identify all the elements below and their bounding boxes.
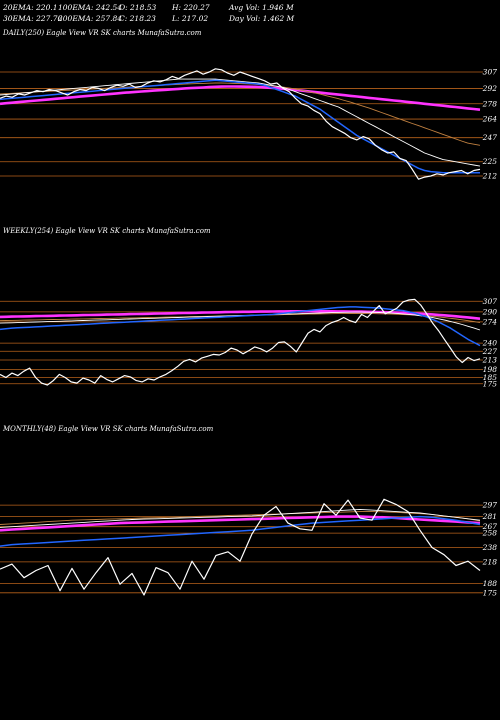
header-low: L: 217.02	[171, 14, 208, 23]
monthly-tick-label: 281	[482, 512, 497, 521]
monthly-ema-brown-line	[0, 511, 481, 525]
header-avg-vol: Avg Vol: 1.946 M	[228, 3, 294, 12]
monthly-ema-white-line	[0, 508, 481, 528]
weekly-tick-label: 307	[483, 297, 498, 306]
weekly-ema-fast-line	[0, 306, 481, 347]
weekly-tick-label: 227	[482, 347, 498, 356]
header-open: O: 218.53	[119, 3, 157, 12]
daily-title: DAILY(250) Eagle View VR SK charts Munaf…	[2, 29, 202, 37]
weekly-tick-label: 274	[482, 317, 498, 326]
monthly-tick-label: 267	[482, 522, 498, 531]
daily-tick-label: 247	[482, 133, 498, 142]
weekly-price-line	[0, 298, 481, 386]
monthly-tick-label: 175	[483, 588, 498, 597]
daily-tick-label: 212	[482, 171, 498, 180]
chart-panels: DAILY(250) Eagle View VR SK charts Munaf…	[0, 29, 497, 597]
daily-tick-label: 264	[482, 115, 498, 124]
weekly-tick-label: 175	[483, 379, 498, 388]
header-close: C: 218.23	[119, 14, 156, 23]
daily-tick-label: 307	[483, 68, 498, 77]
daily-panel: DAILY(250) Eagle View VR SK charts Munaf…	[0, 29, 497, 180]
daily-ema-fast-line	[0, 79, 480, 174]
monthly-ema-fast-line	[0, 515, 481, 547]
daily-ema-slow-line	[0, 85, 481, 111]
daily-tick-label: 292	[482, 84, 498, 93]
monthly-tick-label: 297	[482, 501, 498, 510]
header-day-vol: Day Vol: 1.462 M	[228, 14, 295, 23]
daily-ema-white-line	[0, 78, 481, 167]
weekly-ema-slow-line	[0, 309, 481, 320]
header-stats: 20EMA: 220.1 100EMA: 242.54 O: 218.53 H:…	[2, 3, 295, 23]
daily-price-line	[0, 68, 481, 180]
monthly-tick-label: 218	[482, 557, 498, 566]
monthly-panel: MONTHLY(48) Eagle View VR SK charts Muna…	[0, 425, 497, 597]
monthly-tick-label: 238	[482, 543, 498, 552]
header-ema100: 100EMA: 242.54	[58, 3, 122, 12]
monthly-tick-label: 188	[483, 579, 498, 588]
weekly-tick-label: 185	[483, 373, 498, 382]
weekly-tick-label: 240	[482, 339, 498, 348]
weekly-tick-label: 198	[483, 365, 498, 374]
weekly-panel: WEEKLY(254) Eagle View VR SK charts Muna…	[0, 227, 497, 388]
header-ema200: 200EMA: 257.84	[57, 14, 122, 23]
weekly-tick-label: 213	[482, 356, 498, 365]
monthly-tick-label: 258	[482, 529, 498, 538]
monthly-price-line	[0, 498, 481, 596]
weekly-tick-label: 290	[482, 307, 498, 316]
daily-tick-label: 225	[482, 157, 498, 166]
monthly-title: MONTHLY(48) Eagle View VR SK charts Muna…	[2, 425, 214, 433]
header-ema30: 30EMA: 227.76	[3, 14, 62, 23]
weekly-title: WEEKLY(254) Eagle View VR SK charts Muna…	[3, 227, 211, 235]
header-ema20: 20EMA: 220.1	[2, 3, 58, 12]
daily-tick-label: 278	[482, 99, 498, 108]
header-high: H: 220.27	[171, 3, 210, 12]
